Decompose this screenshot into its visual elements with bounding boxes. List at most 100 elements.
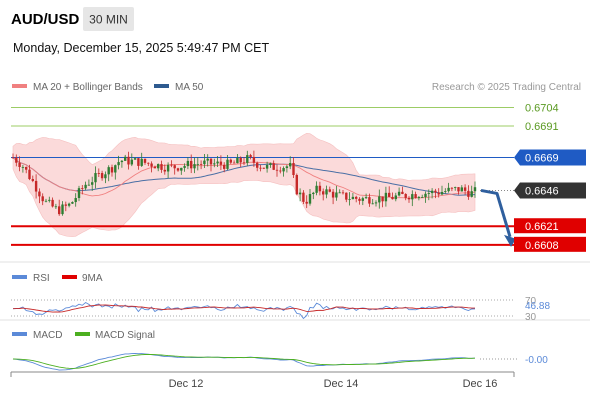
candle-body (173, 165, 176, 169)
candle-body (437, 192, 440, 195)
candle (249, 153, 252, 160)
candle-body (21, 166, 25, 168)
candle (437, 188, 440, 198)
candle-body (48, 199, 51, 201)
candle-body (25, 166, 28, 170)
support-label: 0.6621 (525, 221, 559, 233)
candle (176, 167, 180, 172)
candle-body (473, 187, 477, 192)
candle (421, 194, 424, 198)
candle (209, 158, 213, 172)
ma20-legend-swatch (12, 84, 27, 88)
candle (318, 181, 322, 196)
rsi-ma-legend-swatch (62, 275, 77, 279)
candle (84, 181, 87, 191)
candle (41, 193, 44, 206)
candle-body (150, 163, 153, 167)
candle (407, 196, 411, 203)
candle-body (358, 198, 361, 201)
candle-body (335, 192, 338, 198)
pivot-label: 0.6669 (525, 153, 559, 165)
candle (18, 156, 21, 172)
candlesticks (11, 150, 477, 216)
candle-body (94, 173, 97, 183)
candle-body (11, 157, 15, 159)
candle (216, 155, 219, 167)
candle-body (292, 163, 295, 176)
candle (424, 191, 427, 203)
resistance-label: 0.6704 (525, 102, 559, 114)
candle (381, 196, 384, 208)
candle (450, 187, 454, 192)
candle-body (199, 163, 203, 165)
candle (384, 186, 388, 207)
candle (388, 186, 391, 198)
candle (87, 179, 91, 186)
candle (137, 158, 140, 170)
candle (199, 160, 203, 170)
support-label: 0.6608 (525, 240, 559, 252)
candle-body (91, 182, 94, 185)
candle (153, 165, 157, 169)
candle-body (249, 155, 252, 157)
candle (295, 173, 298, 196)
candle (124, 154, 127, 162)
candle (163, 164, 166, 175)
x-axis: Dec 12 Dec 14 Dec 16 (10, 371, 515, 390)
candle (242, 157, 246, 166)
candle-body (454, 187, 457, 188)
candle-body (348, 199, 351, 200)
ma50-legend-label: MA 50 (175, 82, 204, 93)
candle-body (28, 169, 31, 180)
candle-body (374, 202, 378, 204)
price-level-labels: 0.6704 0.6691 0.6669 0.6646 0.6621 0.6608 (514, 102, 586, 252)
candle (117, 155, 120, 170)
macd-pane: MACD MACD Signal -0.00 (12, 330, 548, 371)
candle (219, 155, 223, 170)
candle-body (397, 191, 401, 196)
candle-body (246, 155, 249, 163)
candle-body (219, 161, 223, 165)
candle (229, 158, 232, 165)
candle (166, 162, 170, 179)
candle (308, 188, 312, 206)
candle (203, 154, 206, 169)
candle (328, 186, 331, 193)
candle-body (388, 192, 391, 197)
candle-body (391, 196, 394, 200)
macd-legend-label: MACD (33, 330, 62, 341)
candle-body (31, 179, 34, 181)
candle (259, 164, 262, 172)
candle-body (289, 163, 292, 167)
candle (401, 186, 404, 195)
candle (180, 167, 183, 175)
candle (94, 166, 97, 189)
timeframe-badge (83, 7, 134, 31)
candle-body (430, 190, 434, 194)
candle-body (328, 189, 331, 192)
candle-body (229, 159, 232, 163)
candle (143, 158, 147, 165)
candle (100, 170, 104, 181)
candle (64, 201, 67, 212)
candle-body (259, 167, 262, 169)
candle-body (41, 196, 44, 202)
candle-body (378, 196, 381, 203)
candle-body (368, 197, 371, 204)
candle (127, 151, 130, 170)
candle (473, 181, 477, 198)
candle-body (242, 162, 246, 164)
candle (394, 192, 397, 202)
candle-body (256, 162, 259, 168)
candle-body (176, 168, 180, 171)
candle (265, 161, 269, 173)
candle-body (302, 192, 305, 202)
candle-body (341, 192, 345, 194)
candle (348, 192, 351, 206)
support-label-bg (514, 236, 586, 252)
ma50-line (12, 157, 476, 196)
candle-body (407, 197, 411, 200)
candle-body (166, 164, 170, 172)
candle-body (203, 160, 206, 165)
candle-body (460, 187, 463, 192)
